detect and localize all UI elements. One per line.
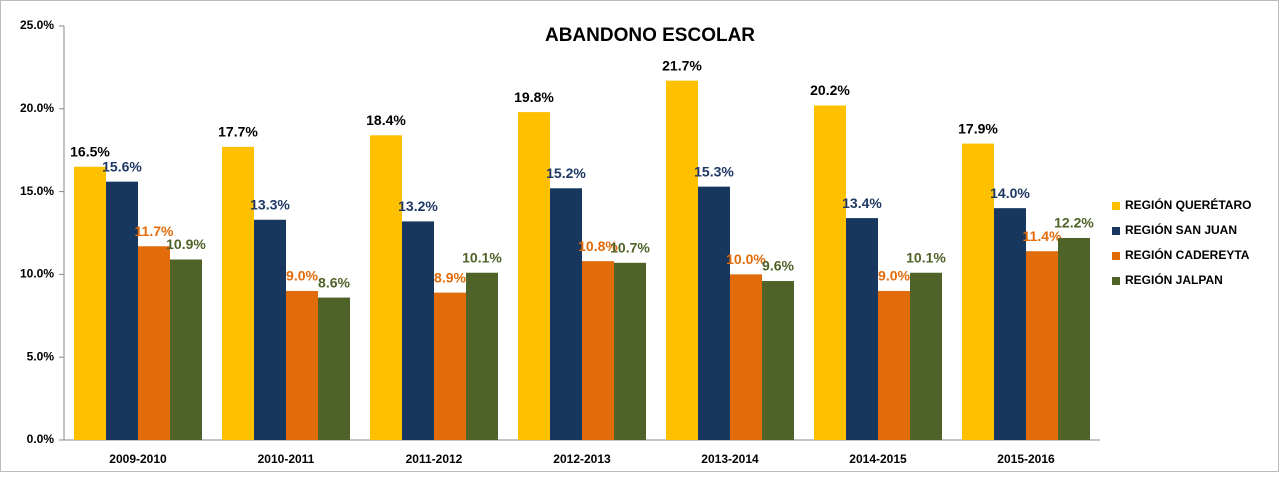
data-label: 10.1% (906, 249, 946, 265)
legend-swatch (1112, 202, 1120, 210)
bar (106, 181, 138, 440)
data-label: 17.7% (218, 124, 258, 140)
bar (434, 292, 466, 440)
data-label: 16.5% (70, 143, 110, 159)
data-label: 20.2% (810, 82, 850, 98)
legend-label: REGIÓN SAN JUAN (1125, 222, 1237, 237)
y-tick-label: 25.0% (20, 18, 54, 32)
legend-swatch (1112, 252, 1120, 260)
bar (846, 218, 878, 440)
data-label: 19.8% (514, 89, 554, 105)
x-tick-label: 2010-2011 (258, 452, 315, 466)
bar (138, 246, 170, 440)
data-label: 9.0% (286, 268, 318, 284)
y-tick-label: 0.0% (27, 432, 55, 446)
bar (318, 297, 350, 440)
legend-swatch (1112, 227, 1120, 235)
legend-swatch (1112, 277, 1120, 285)
bar (698, 186, 730, 440)
bar (730, 274, 762, 440)
data-label: 15.2% (546, 165, 586, 181)
data-label: 10.0% (726, 251, 766, 267)
bar (1058, 237, 1090, 440)
data-label: 13.3% (250, 196, 290, 212)
x-tick-label: 2015-2016 (997, 452, 1055, 466)
bar (402, 221, 434, 440)
bar (878, 290, 910, 440)
bar (254, 219, 286, 440)
bar (74, 166, 106, 440)
data-label: 11.7% (135, 223, 174, 239)
legend-label: REGIÓN JALPAN (1125, 272, 1223, 287)
x-tick-label: 2014-2015 (849, 452, 907, 466)
bar (762, 281, 794, 440)
bar (994, 208, 1026, 440)
bar (518, 112, 550, 440)
data-label: 14.0% (990, 185, 1030, 201)
y-tick-label: 20.0% (20, 101, 54, 115)
data-label: 9.0% (878, 268, 910, 284)
bar (582, 261, 614, 440)
data-label: 12.2% (1054, 215, 1094, 231)
x-tick-label: 2013-2014 (701, 452, 759, 466)
bar (910, 272, 942, 440)
data-label: 21.7% (662, 57, 702, 73)
data-label: 8.9% (434, 269, 466, 285)
data-label: 17.9% (958, 120, 998, 136)
data-label: 8.6% (318, 274, 350, 290)
data-label: 18.4% (366, 112, 406, 128)
bar (370, 135, 402, 440)
bar (550, 188, 582, 440)
data-label: 9.6% (762, 258, 794, 274)
legend-label: REGIÓN QUERÉTARO (1125, 197, 1251, 212)
data-label: 10.1% (462, 249, 502, 265)
data-label: 10.9% (166, 236, 206, 252)
y-tick-label: 10.0% (20, 267, 54, 281)
x-tick-label: 2011-2012 (406, 452, 463, 466)
bar (466, 272, 498, 440)
data-label: 11.4% (1023, 228, 1062, 244)
data-label: 10.7% (610, 240, 650, 256)
bar (962, 143, 994, 441)
data-label: 15.3% (694, 163, 734, 179)
data-label: 13.4% (842, 195, 882, 211)
data-label: 15.6% (102, 158, 142, 174)
data-label: 13.2% (398, 198, 438, 214)
chart-title: ABANDONO ESCOLAR (545, 25, 755, 46)
bar (222, 146, 254, 440)
bar (1026, 251, 1058, 440)
bar (666, 80, 698, 440)
legend-label: REGIÓN CADEREYTA (1125, 247, 1250, 262)
bar (814, 105, 846, 440)
data-label: 10.8% (578, 238, 618, 254)
x-tick-label: 2009-2010 (109, 452, 167, 466)
y-tick-label: 15.0% (20, 184, 54, 198)
y-tick-label: 5.0% (27, 349, 55, 363)
bar (286, 290, 318, 440)
x-tick-label: 2012-2013 (553, 452, 611, 466)
bar (170, 259, 202, 440)
bar (614, 262, 646, 440)
